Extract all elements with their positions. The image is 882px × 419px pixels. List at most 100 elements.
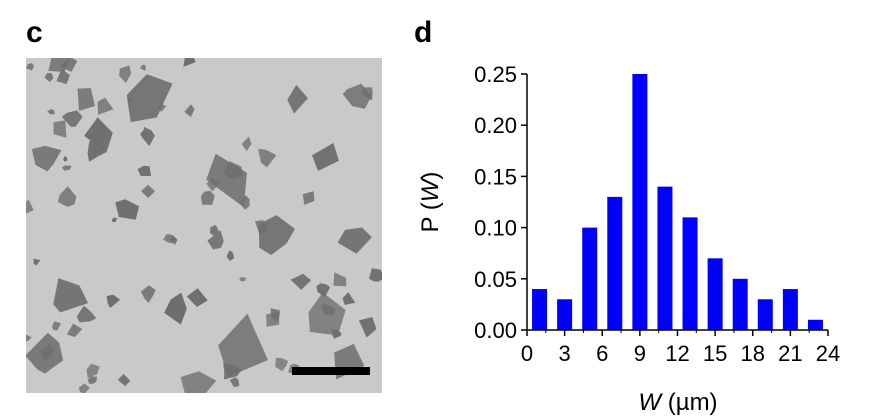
flake-54 (33, 258, 41, 266)
x-tick-label-8: 24 (816, 341, 840, 366)
flake-30 (358, 317, 377, 338)
flake-48 (241, 136, 252, 152)
flake-13 (115, 199, 140, 220)
flake-60 (207, 230, 224, 250)
flake-28 (240, 195, 250, 210)
flake-14 (259, 215, 295, 255)
x-axis-label: W (µm) (638, 389, 717, 416)
x-tick-label-2: 6 (596, 341, 608, 366)
flake-79 (48, 58, 70, 72)
bar-7 (707, 258, 723, 330)
flake-39 (111, 217, 118, 223)
y-tick-label-4: 0.20 (474, 113, 517, 138)
bar-10 (782, 289, 798, 330)
flake-4 (337, 227, 372, 254)
flake-72 (63, 156, 68, 162)
flake-44 (97, 97, 114, 115)
flake-84 (141, 184, 156, 198)
flake-6 (218, 313, 268, 377)
y-axis-label: P (W) (417, 172, 444, 233)
flake-46 (222, 161, 244, 179)
y-tick-label-3: 0.15 (474, 164, 517, 189)
flake-56 (223, 362, 242, 380)
flake-36 (140, 285, 156, 303)
flake-85 (206, 177, 220, 192)
flake-75 (87, 138, 107, 162)
flake-69 (186, 288, 208, 307)
flake-47 (302, 191, 315, 205)
x-tick-label-6: 18 (741, 341, 765, 366)
flake-71 (368, 268, 382, 282)
flake-group (26, 58, 382, 393)
flake-87 (140, 130, 147, 138)
x-tick-label-4: 12 (665, 341, 689, 366)
flake-31 (226, 250, 234, 261)
flake-74 (239, 277, 247, 282)
flake-34 (333, 272, 347, 287)
flake-68 (61, 110, 83, 127)
y-axis-label-prefix: P ( (417, 202, 444, 232)
x-tick-label-7: 21 (778, 341, 802, 366)
flake-24 (183, 58, 196, 67)
flake-3 (312, 143, 339, 171)
flake-18 (139, 64, 146, 71)
y-tick-label-1: 0.05 (474, 267, 517, 292)
y-axis-label-suffix: ) (417, 172, 444, 180)
bar-0 (532, 289, 548, 330)
flake-78 (316, 283, 331, 298)
x-tick-label-5: 15 (703, 341, 727, 366)
y-tick-label-0: 0.00 (474, 318, 517, 343)
y-tick-label-5: 0.25 (474, 62, 517, 87)
flake-15 (180, 371, 217, 393)
x-axis-label-unit: (µm) (661, 389, 717, 416)
scale-bar (292, 367, 370, 375)
bar-6 (682, 217, 698, 330)
panel-letter-d: d (414, 16, 433, 49)
bar-1 (557, 299, 573, 330)
flake-62 (362, 87, 373, 101)
x-axis-ticks: 0 3 6 9 12 15 18 21 24 (521, 330, 840, 366)
flake-58 (275, 357, 289, 372)
flake-37 (156, 103, 167, 112)
micrograph-image (26, 58, 382, 393)
flake-63 (290, 273, 312, 290)
micrograph-background (26, 58, 382, 393)
flake-8 (53, 278, 88, 313)
flake-80 (44, 72, 54, 82)
flake-61 (56, 68, 70, 85)
flake-81 (255, 220, 269, 236)
flake-23 (184, 104, 195, 117)
flake-21 (137, 165, 152, 177)
flake-33 (26, 63, 34, 71)
flake-70 (52, 321, 61, 331)
flake-40 (342, 292, 356, 305)
bar-8 (732, 278, 748, 330)
flake-11 (287, 84, 308, 114)
flake-35 (258, 148, 277, 168)
flake-38 (47, 109, 55, 115)
flake-19 (141, 126, 155, 146)
y-axis-ticks: 0.00 0.05 0.10 0.15 0.20 0.25 (474, 62, 527, 343)
flake-1 (84, 117, 113, 153)
flake-55 (331, 329, 342, 339)
bar-9 (757, 299, 773, 330)
flake-57 (87, 376, 98, 384)
flake-10 (77, 88, 95, 111)
flake-27 (61, 165, 70, 171)
flake-83 (57, 186, 77, 207)
flake-59 (76, 305, 97, 323)
flake-29 (26, 199, 34, 214)
flake-76 (26, 334, 32, 342)
y-axis-label-symbol: W (417, 177, 444, 202)
flake-77 (86, 363, 100, 379)
flake-25 (321, 303, 336, 316)
flake-51 (117, 374, 131, 387)
x-tick-label-3: 9 (634, 341, 646, 366)
bar-3 (607, 196, 623, 330)
flake-65 (324, 149, 329, 155)
x-tick-label-1: 3 (559, 341, 571, 366)
flake-43 (127, 97, 134, 103)
flake-32 (106, 294, 121, 309)
bar-4 (632, 74, 648, 330)
bar-2 (582, 227, 598, 330)
